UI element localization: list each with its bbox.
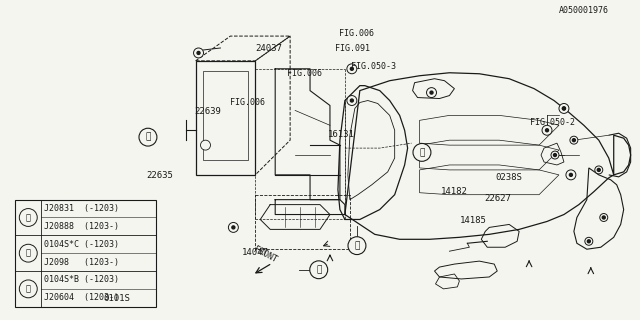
- Circle shape: [585, 237, 593, 245]
- Text: FIG.006: FIG.006: [287, 69, 322, 78]
- Text: ①: ①: [419, 148, 425, 157]
- Circle shape: [19, 244, 37, 262]
- Circle shape: [19, 209, 37, 227]
- Text: A050001976: A050001976: [559, 6, 609, 15]
- Circle shape: [200, 140, 211, 150]
- Circle shape: [600, 213, 608, 221]
- Circle shape: [430, 91, 433, 94]
- Circle shape: [347, 96, 357, 106]
- Circle shape: [350, 99, 353, 102]
- Text: ②: ②: [26, 249, 31, 258]
- Text: ①: ①: [26, 213, 31, 222]
- Circle shape: [193, 48, 204, 58]
- Circle shape: [595, 166, 603, 174]
- Text: J20831  (-1203): J20831 (-1203): [44, 204, 119, 213]
- Circle shape: [570, 136, 578, 144]
- Text: 24037: 24037: [255, 44, 282, 53]
- Circle shape: [545, 129, 548, 132]
- Text: ①: ①: [355, 241, 360, 250]
- Text: 22635: 22635: [147, 171, 173, 180]
- Circle shape: [19, 280, 37, 298]
- Circle shape: [563, 107, 565, 110]
- Text: ③: ③: [145, 133, 150, 142]
- Circle shape: [554, 154, 556, 156]
- Text: FIG.091: FIG.091: [335, 44, 371, 53]
- Text: J20604  (1203-): J20604 (1203-): [44, 293, 119, 302]
- Circle shape: [597, 168, 600, 172]
- Text: 16131: 16131: [328, 130, 355, 139]
- Text: 14182: 14182: [441, 187, 468, 196]
- Circle shape: [563, 107, 565, 110]
- Text: J2098   (1203-): J2098 (1203-): [44, 258, 119, 267]
- Bar: [15, 200, 156, 307]
- Text: FIG.006: FIG.006: [230, 98, 264, 107]
- Circle shape: [413, 143, 431, 161]
- Text: FIG.050-2: FIG.050-2: [531, 118, 575, 127]
- Circle shape: [551, 151, 559, 159]
- Circle shape: [348, 237, 366, 255]
- Circle shape: [570, 173, 572, 176]
- Circle shape: [559, 103, 569, 113]
- Circle shape: [232, 226, 235, 229]
- Circle shape: [310, 261, 328, 279]
- Text: FIG.050-3: FIG.050-3: [351, 62, 396, 71]
- Circle shape: [560, 105, 568, 112]
- Bar: [202, 71, 248, 160]
- Text: FIG.006: FIG.006: [339, 28, 374, 38]
- Circle shape: [197, 52, 200, 54]
- Circle shape: [426, 88, 436, 98]
- Text: 0104S*B (-1203): 0104S*B (-1203): [44, 276, 119, 284]
- Circle shape: [588, 240, 590, 243]
- Circle shape: [228, 222, 238, 232]
- Circle shape: [350, 67, 353, 70]
- Text: J20888  (1203-): J20888 (1203-): [44, 222, 119, 231]
- Text: 22639: 22639: [194, 107, 221, 116]
- Text: FRONT: FRONT: [252, 244, 278, 264]
- Text: 14047: 14047: [243, 248, 269, 257]
- Circle shape: [347, 64, 357, 74]
- Text: ③: ③: [26, 284, 31, 293]
- Circle shape: [542, 125, 552, 135]
- Circle shape: [139, 128, 157, 146]
- Text: 14185: 14185: [460, 216, 487, 225]
- Text: 22627: 22627: [484, 194, 511, 203]
- Circle shape: [572, 139, 575, 142]
- Text: 0238S: 0238S: [496, 173, 523, 182]
- Circle shape: [566, 170, 576, 180]
- Circle shape: [602, 216, 605, 219]
- Text: 0104S*C (-1203): 0104S*C (-1203): [44, 240, 119, 249]
- Text: 0101S: 0101S: [103, 294, 130, 303]
- Text: ②: ②: [316, 265, 321, 274]
